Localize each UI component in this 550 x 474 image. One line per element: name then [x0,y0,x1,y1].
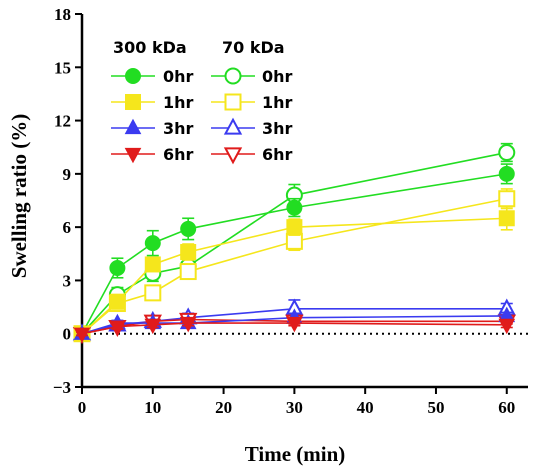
legend-label: 1hr [262,93,293,112]
data-point [498,144,516,162]
data-point [144,318,162,335]
legend-label: 1hr [163,93,194,112]
legend-marker [125,94,141,110]
y-tick-label: 12 [54,112,71,131]
y-tick-label: 9 [63,165,72,184]
x-axis-title: Time (min) [245,442,346,466]
legend-marker [224,93,242,111]
data-point [286,199,303,216]
axes: −3 0 3 6 9 12 15 18 0 10 20 30 40 50 60 [53,5,528,417]
legend-marker [223,117,243,135]
y-tick-label: −3 [53,378,71,397]
data-point [109,320,126,336]
data-point [179,263,197,281]
x-tick-label: 0 [78,398,87,417]
data-point [286,316,303,333]
x-tick-label: 20 [215,398,232,417]
x-tick-label: 60 [498,398,515,417]
data-point [498,210,515,227]
x-tick-label: 10 [144,398,161,417]
legend-label: 0hr [262,67,293,86]
x-tick-label: 30 [286,398,303,417]
legend-marker [124,118,142,135]
legend: 300 kDa 0hr 1hr 3hr 6hr 70 kDa 0hr 1hr 3hr 6hr [111,38,293,165]
y-tick-label: 6 [63,218,72,237]
series-layer [72,142,516,345]
data-point [286,219,303,236]
data-point [109,293,126,310]
legend-label: 6hr [163,145,194,164]
legend-label: 3hr [262,119,293,138]
legend-label: 3hr [163,119,194,138]
series-line [81,173,507,335]
data-point [144,235,161,252]
series-300-kda-1hr [74,205,515,342]
legend-group-title: 70 kDa [222,38,285,57]
data-point [144,256,161,273]
legend-marker [224,67,242,85]
legend-label: 0hr [163,67,194,86]
x-tick-label: 40 [357,398,374,417]
data-point [498,318,516,335]
data-point [144,284,162,302]
legend-label: 6hr [262,145,293,164]
data-point [180,244,197,261]
data-point [498,165,515,182]
x-tick-label: 50 [427,398,444,417]
legend-marker [124,147,142,164]
data-point [498,190,516,208]
data-point [179,316,197,333]
data-point [73,327,91,344]
legend-marker [125,68,141,84]
series-300-kda-6hr [73,316,516,344]
legend-group-title: 300 kDa [113,38,187,57]
data-point [285,232,303,250]
y-axis-title: Swelling ratio (%) [7,114,31,278]
y-tick-label: 15 [54,58,71,77]
y-tick-label: 0 [63,325,72,344]
data-point [109,259,126,276]
data-point [180,220,197,237]
legend-marker [223,147,243,165]
y-tick-label: 18 [54,5,71,24]
y-tick-label: 3 [63,271,72,290]
